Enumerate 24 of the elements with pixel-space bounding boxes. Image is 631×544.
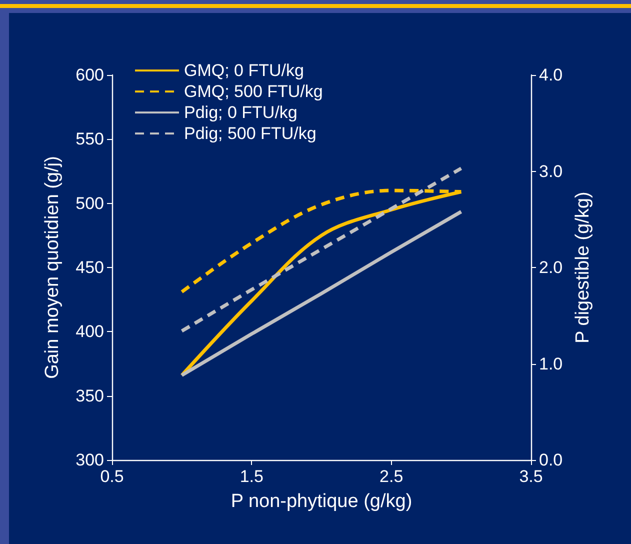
y-tick-label: 500 [76, 194, 104, 213]
y2-axis-title: P digestible (g/kg) [572, 192, 594, 344]
y-tick-label: 400 [76, 322, 104, 342]
x-tick-label: 2.5 [380, 467, 404, 486]
legend-label: GMQ; 500 FTU/kg [184, 82, 323, 101]
y-tick-label: 550 [76, 130, 104, 149]
x-tick-label: 3.5 [519, 467, 543, 486]
y-tick-label: 600 [76, 66, 104, 84]
y-tick-label: 350 [76, 386, 104, 406]
legend-label: Pdig; 500 FTU/kg [184, 124, 316, 143]
legend-label: GMQ; 0 FTU/kg [184, 61, 304, 80]
legend-label: Pdig; 0 FTU/kg [184, 103, 298, 122]
y-tick-label: 450 [76, 258, 104, 277]
y2-tick-label: 0.0 [539, 450, 563, 470]
y2-tick-label: 2.0 [539, 258, 563, 277]
y-tick-label: 300 [76, 450, 104, 470]
x-axis-title: P non-phytique (g/kg) [230, 491, 412, 512]
x-tick-label: 1.5 [240, 467, 264, 486]
y2-tick-label: 1.0 [539, 354, 563, 374]
y2-tick-label: 4.0 [539, 66, 563, 84]
line-series [180, 166, 463, 333]
y-axis-title: Gain moyen quotidien (g/j) [42, 156, 63, 379]
x-tick-label: 0.5 [100, 467, 124, 486]
y2-tick-label: 3.0 [539, 162, 563, 181]
